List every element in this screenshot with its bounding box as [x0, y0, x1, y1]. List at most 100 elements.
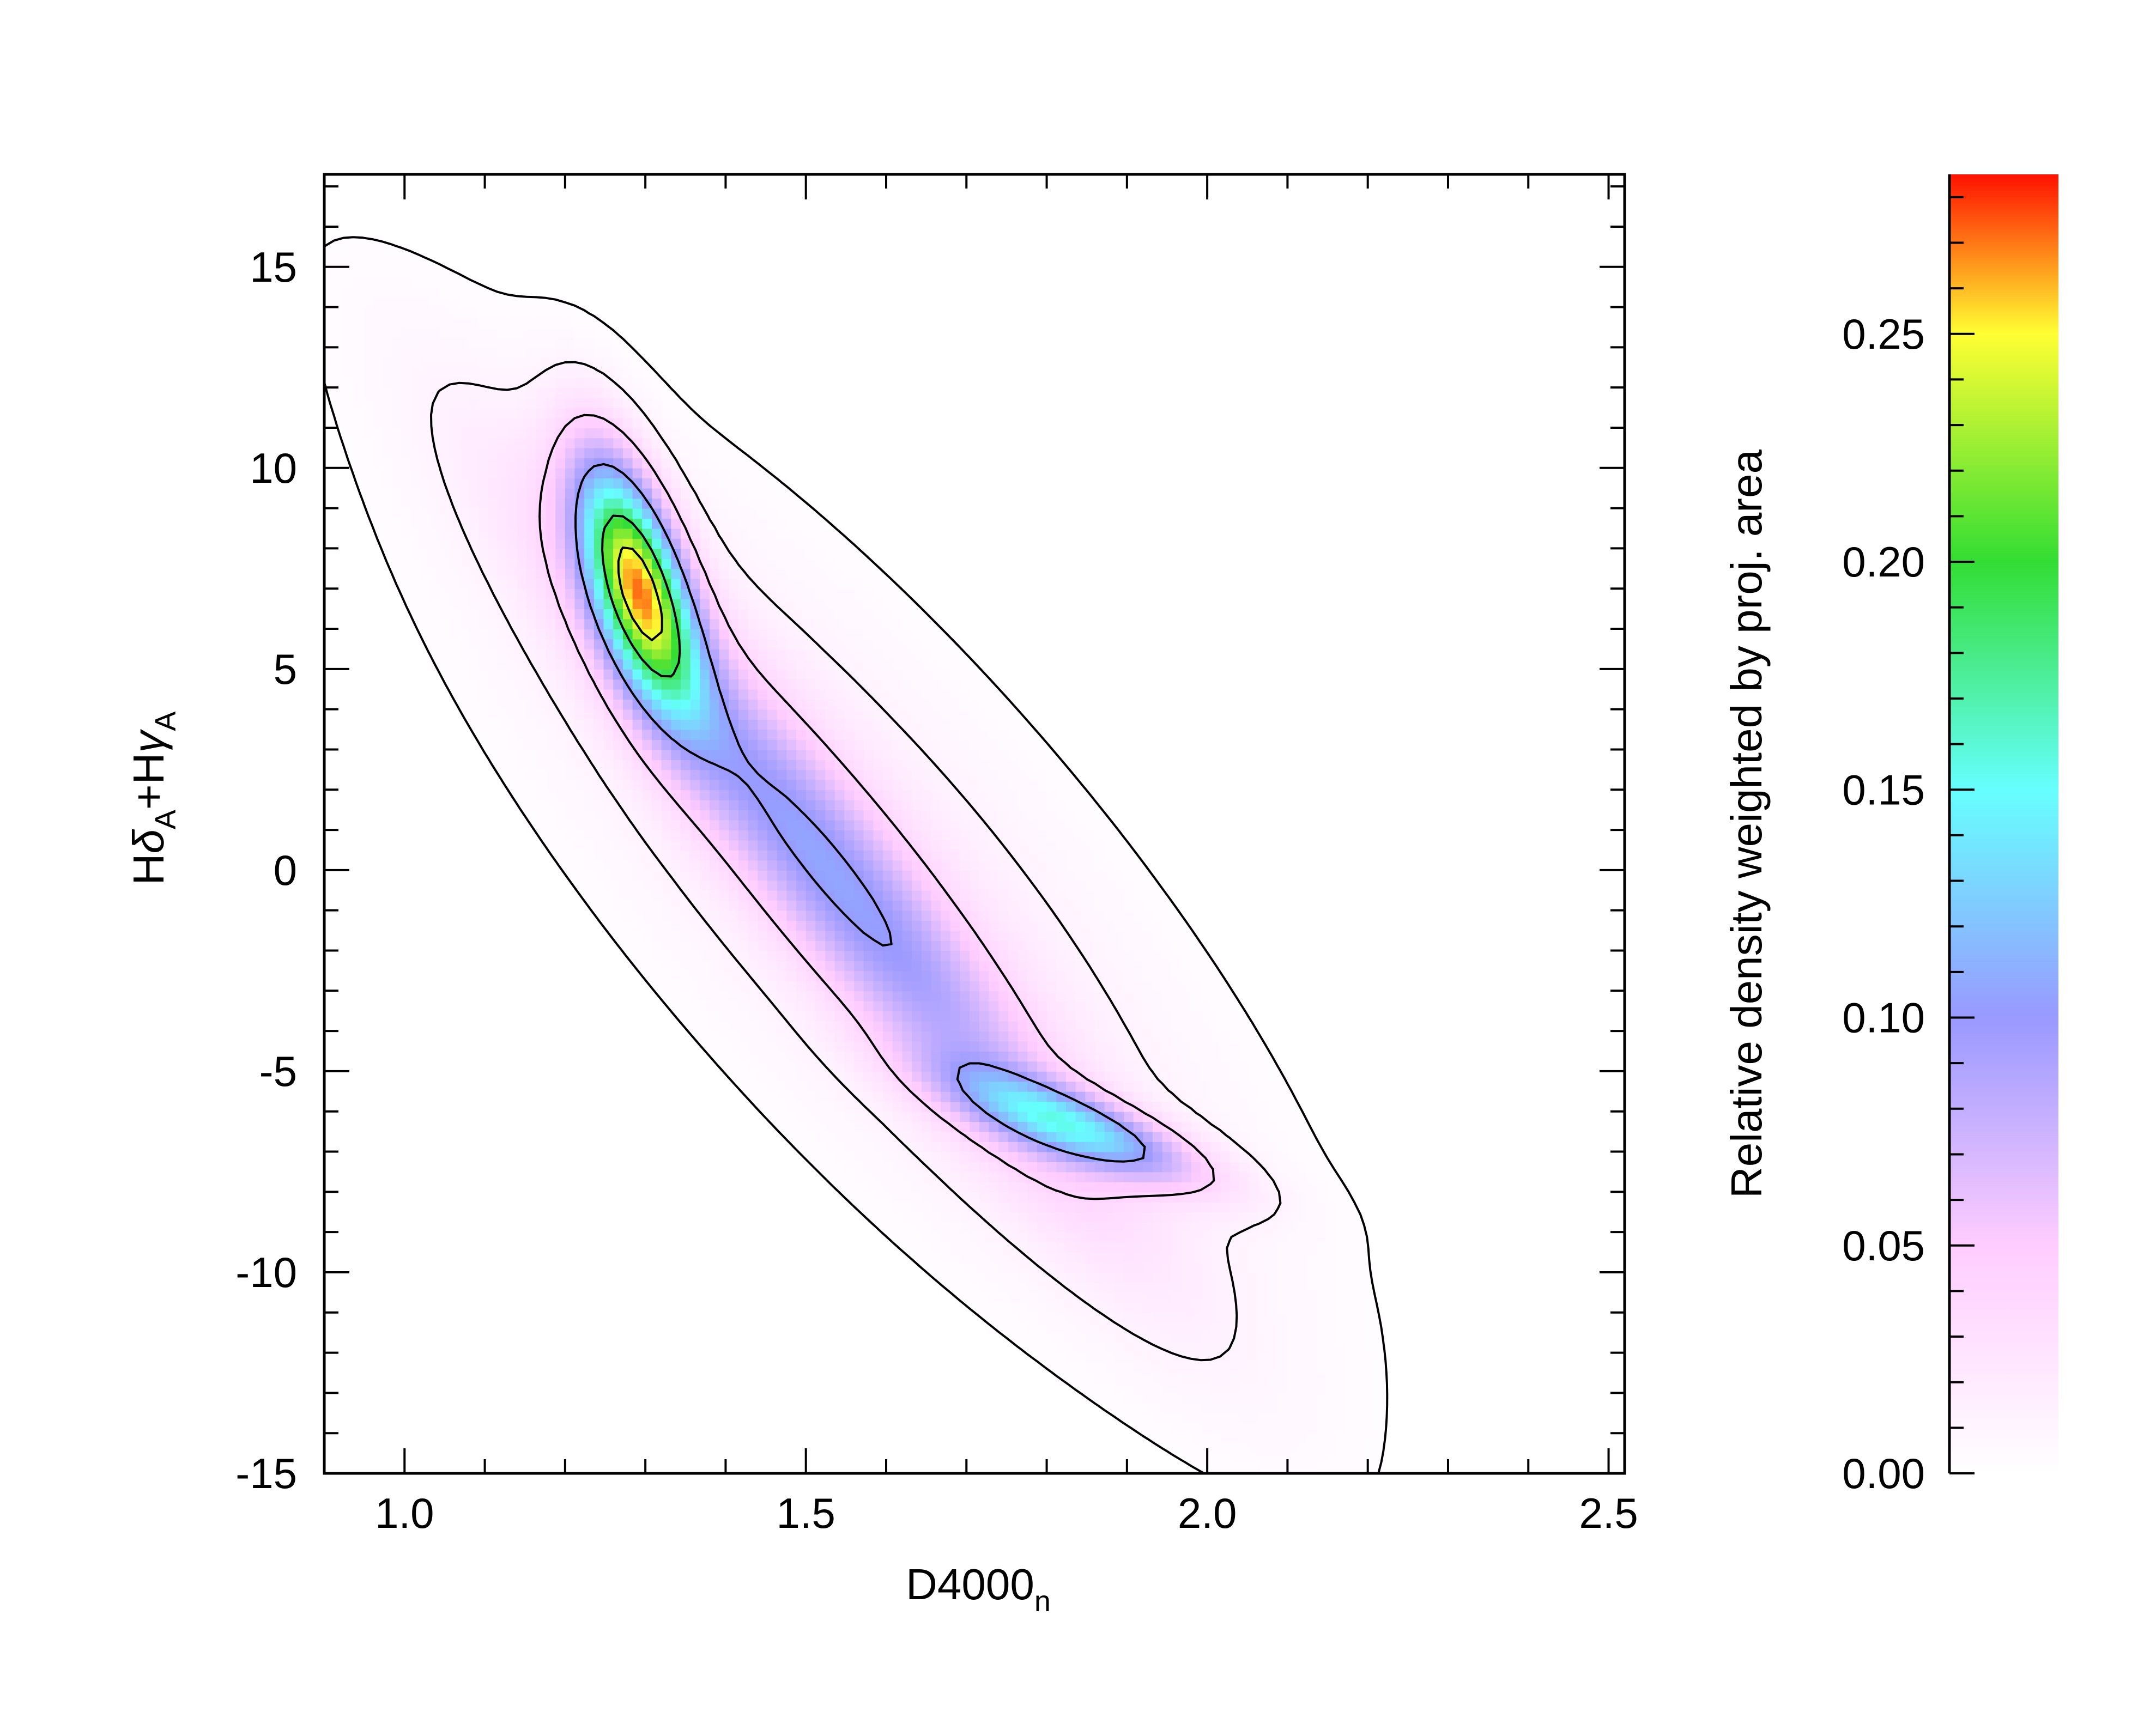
- heatmap-cell: [815, 1121, 826, 1132]
- heatmap-cell: [960, 870, 970, 881]
- heatmap-cell: [1306, 1413, 1317, 1424]
- heatmap-cell: [1094, 1142, 1105, 1152]
- heatmap-cell: [1162, 1201, 1173, 1213]
- heatmap-cell: [970, 991, 980, 1001]
- heatmap-cell: [1287, 1453, 1298, 1464]
- heatmap-cell: [1094, 1262, 1105, 1273]
- heatmap-cell: [834, 588, 845, 599]
- heatmap-cell: [1230, 1433, 1240, 1444]
- heatmap-cell: [748, 1031, 759, 1042]
- heatmap-cell: [777, 739, 788, 750]
- heatmap-cell: [834, 699, 845, 710]
- heatmap-cell: [1297, 1302, 1307, 1313]
- heatmap-cell: [758, 1041, 768, 1052]
- heatmap-cell: [729, 900, 739, 911]
- heatmap-cell: [892, 769, 903, 780]
- heatmap-cell: [1239, 1373, 1250, 1383]
- heatmap-cell: [1143, 980, 1153, 992]
- heatmap-cell: [834, 1151, 845, 1162]
- heatmap-cell: [565, 850, 576, 861]
- heatmap-cell: [854, 669, 864, 680]
- heatmap-cell: [1249, 1121, 1259, 1132]
- heatmap-cell: [671, 810, 681, 821]
- heatmap-cell: [989, 1071, 999, 1082]
- heatmap-cell: [1162, 1393, 1173, 1404]
- heatmap-cell: [1094, 840, 1105, 851]
- heatmap-cell: [1162, 1061, 1173, 1072]
- heatmap-cell: [834, 558, 845, 569]
- heatmap-cell: [574, 729, 585, 740]
- heatmap-cell: [834, 1171, 845, 1182]
- heatmap-cell: [1046, 1322, 1057, 1333]
- heatmap-cell: [651, 618, 662, 629]
- heatmap-cell: [1008, 870, 1019, 881]
- heatmap-cell: [1162, 910, 1173, 921]
- heatmap-cell: [758, 1061, 768, 1072]
- heatmap-cell: [1268, 1292, 1279, 1303]
- heatmap-cell: [1306, 1292, 1317, 1303]
- heatmap-cell: [546, 629, 556, 640]
- heatmap-cell: [1239, 1382, 1250, 1394]
- heatmap-cell: [892, 1162, 903, 1173]
- heatmap-cell: [411, 568, 421, 579]
- heatmap-cell: [758, 950, 768, 961]
- heatmap-cell: [863, 980, 874, 992]
- heatmap-cell: [1056, 1201, 1067, 1213]
- heatmap-cell: [1277, 1121, 1288, 1132]
- heatmap-cell: [979, 1031, 990, 1042]
- heatmap-cell: [1258, 1423, 1269, 1434]
- heatmap-cell: [1046, 1292, 1057, 1303]
- heatmap-cell: [815, 950, 826, 961]
- heatmap-cell: [950, 991, 961, 1001]
- heatmap-cell: [603, 609, 614, 620]
- heatmap-cell: [1008, 1031, 1019, 1042]
- heatmap-cell: [892, 618, 903, 629]
- heatmap-cell: [863, 648, 874, 660]
- heatmap-cell: [710, 558, 720, 569]
- heatmap-cell: [844, 930, 855, 941]
- heatmap-cell: [1065, 1212, 1076, 1223]
- heatmap-cell: [738, 790, 749, 800]
- heatmap-cell: [729, 930, 739, 941]
- heatmap-cell: [1182, 1181, 1192, 1193]
- heatmap-cell: [1153, 1363, 1163, 1374]
- heatmap-cell: [815, 1142, 826, 1152]
- heatmap-cell: [710, 1031, 720, 1042]
- heatmap-cell: [1037, 810, 1047, 821]
- heatmap-cell: [1027, 1292, 1038, 1303]
- heatmap-cell: [478, 609, 489, 620]
- heatmap-cell: [1094, 940, 1105, 951]
- heatmap-cell: [1277, 1312, 1288, 1324]
- heatmap-cell: [863, 609, 874, 620]
- heatmap-cell: [671, 980, 681, 992]
- heatmap-cell: [970, 1171, 980, 1182]
- heatmap-cell: [469, 629, 479, 640]
- heatmap-cell: [642, 578, 652, 590]
- heatmap-cell: [796, 568, 807, 579]
- heatmap-cell: [719, 558, 730, 569]
- heatmap-cell: [449, 679, 460, 690]
- heatmap-cell: [1008, 1312, 1019, 1324]
- heatmap-cell: [1297, 1433, 1307, 1444]
- heatmap-cell: [555, 659, 566, 670]
- heatmap-cell: [1364, 1382, 1375, 1394]
- heatmap-cell: [536, 648, 547, 660]
- heatmap-cell: [1239, 1081, 1250, 1092]
- heatmap-cell: [1114, 1101, 1124, 1112]
- heatmap-cell: [786, 729, 797, 740]
- heatmap-cell: [1104, 1201, 1115, 1213]
- heatmap-cell: [1258, 1051, 1269, 1062]
- heatmap-cell: [883, 1041, 893, 1052]
- heatmap-cell: [825, 1121, 835, 1132]
- heatmap-cell: [1306, 1181, 1317, 1193]
- heatmap-cell: [1037, 1282, 1047, 1293]
- heatmap-cell: [430, 528, 440, 539]
- heatmap-cell: [989, 689, 999, 700]
- heatmap-cell: [998, 1031, 1009, 1042]
- heatmap-cell: [1172, 1403, 1182, 1414]
- heatmap-cell: [1046, 970, 1057, 981]
- heatmap-cell: [786, 508, 797, 519]
- heatmap-cell: [1230, 1352, 1240, 1363]
- heatmap-cell: [1249, 1322, 1259, 1333]
- heatmap-cell: [555, 558, 566, 569]
